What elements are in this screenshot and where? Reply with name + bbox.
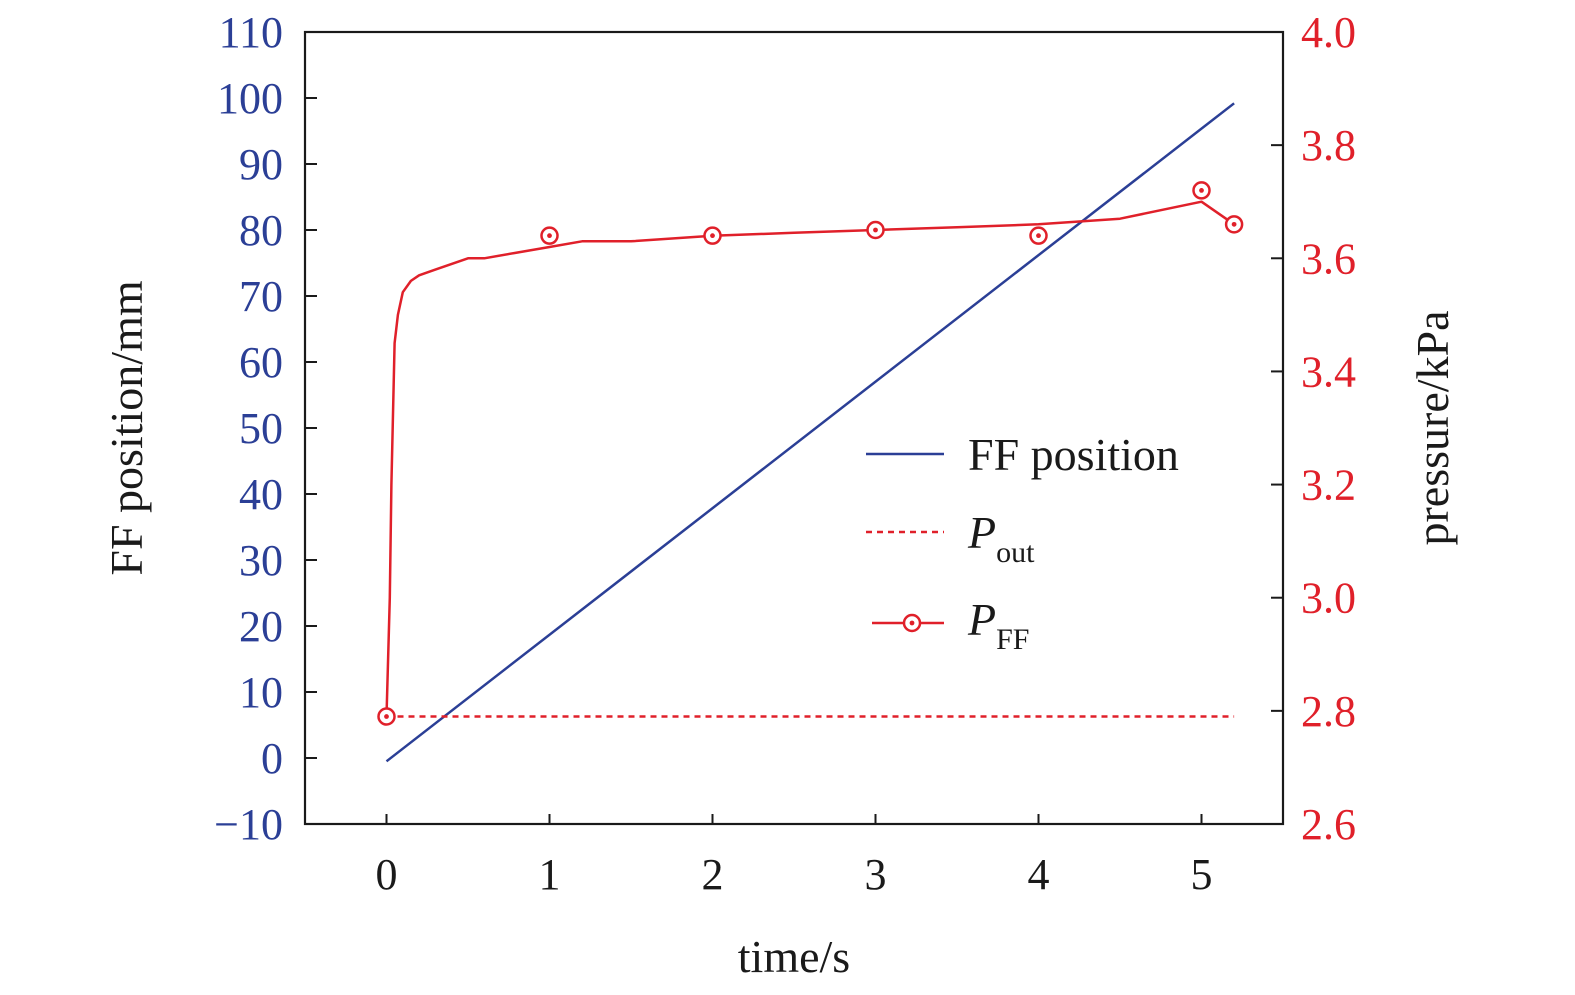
y-left-tick-label: 60 xyxy=(239,338,283,387)
y-axis-right: 2.6 2.8 3.0 3.2 3.4 3.6 3.8 4.0 xyxy=(1271,8,1356,849)
x-tick-label: 0 xyxy=(376,850,398,899)
y-right-tick-label: 3.6 xyxy=(1301,234,1356,283)
y-left-tick-label: 50 xyxy=(239,404,283,453)
y-right-tick-label: 3.4 xyxy=(1301,347,1356,396)
x-axis: 0 1 2 3 4 5 xyxy=(376,814,1213,899)
x-axis-title: time/s xyxy=(738,931,850,982)
series-line-2 xyxy=(385,200,1235,717)
x-tick-label: 3 xyxy=(865,850,887,899)
y-right-tick-label: 2.6 xyxy=(1301,800,1356,849)
y-left-tick-label: 90 xyxy=(239,140,283,189)
series-marker-dot xyxy=(547,233,552,239)
legend: FF position Pout PFF xyxy=(866,429,1179,656)
series-marker-dot xyxy=(1231,221,1237,227)
y-left-tick-label: 70 xyxy=(239,272,283,321)
x-tick-label: 5 xyxy=(1191,850,1213,899)
series-line-0 xyxy=(385,102,1235,763)
series-layer xyxy=(377,102,1244,763)
legend-pout-sub: out xyxy=(996,536,1035,569)
x-tick-label: 4 xyxy=(1028,850,1050,899)
y-axis-left: −10 0 10 20 30 40 50 60 70 80 90 100 110 xyxy=(214,8,317,849)
y-axis-right-title: pressure/kPa xyxy=(1407,310,1458,545)
legend-label-pout: Pout xyxy=(967,507,1035,569)
legend-label-pff: PFF xyxy=(967,594,1029,656)
y-left-tick-label: 100 xyxy=(217,74,283,123)
y-left-tick-label: 40 xyxy=(239,470,283,519)
y-left-tick-label: 10 xyxy=(239,668,283,717)
x-tick-label: 2 xyxy=(702,850,724,899)
x-tick-label: 1 xyxy=(539,850,561,899)
plot-area-frame xyxy=(303,30,1285,826)
y-right-tick-label: 3.2 xyxy=(1301,461,1356,510)
legend-pout-main: P xyxy=(967,507,996,558)
y-right-tick-label: 4.0 xyxy=(1301,8,1356,57)
y-axis-left-title: FF position/mm xyxy=(101,280,152,575)
series-marker-dot xyxy=(873,227,878,233)
legend-pff-sub: FF xyxy=(996,623,1029,656)
y-left-tick-label: 30 xyxy=(239,536,283,585)
series-marker-dot xyxy=(384,714,389,719)
legend-marker-dot-pff xyxy=(909,620,915,626)
y-right-tick-label: 3.8 xyxy=(1301,121,1356,170)
y-left-tick-label: −10 xyxy=(214,800,283,849)
series-marker-dot xyxy=(1199,188,1204,193)
legend-pff-main: P xyxy=(967,594,996,645)
y-left-tick-label: 0 xyxy=(261,734,283,783)
y-left-tick-label: 80 xyxy=(239,206,283,255)
y-right-tick-label: 2.8 xyxy=(1301,687,1356,736)
legend-label-position: FF position xyxy=(968,429,1179,480)
series-marker-dot xyxy=(710,233,715,239)
y-left-tick-label: 20 xyxy=(239,602,283,651)
y-right-tick-label: 3.0 xyxy=(1301,574,1356,623)
y-left-tick-label: 110 xyxy=(219,8,283,57)
series-marker-dot xyxy=(1036,233,1041,239)
